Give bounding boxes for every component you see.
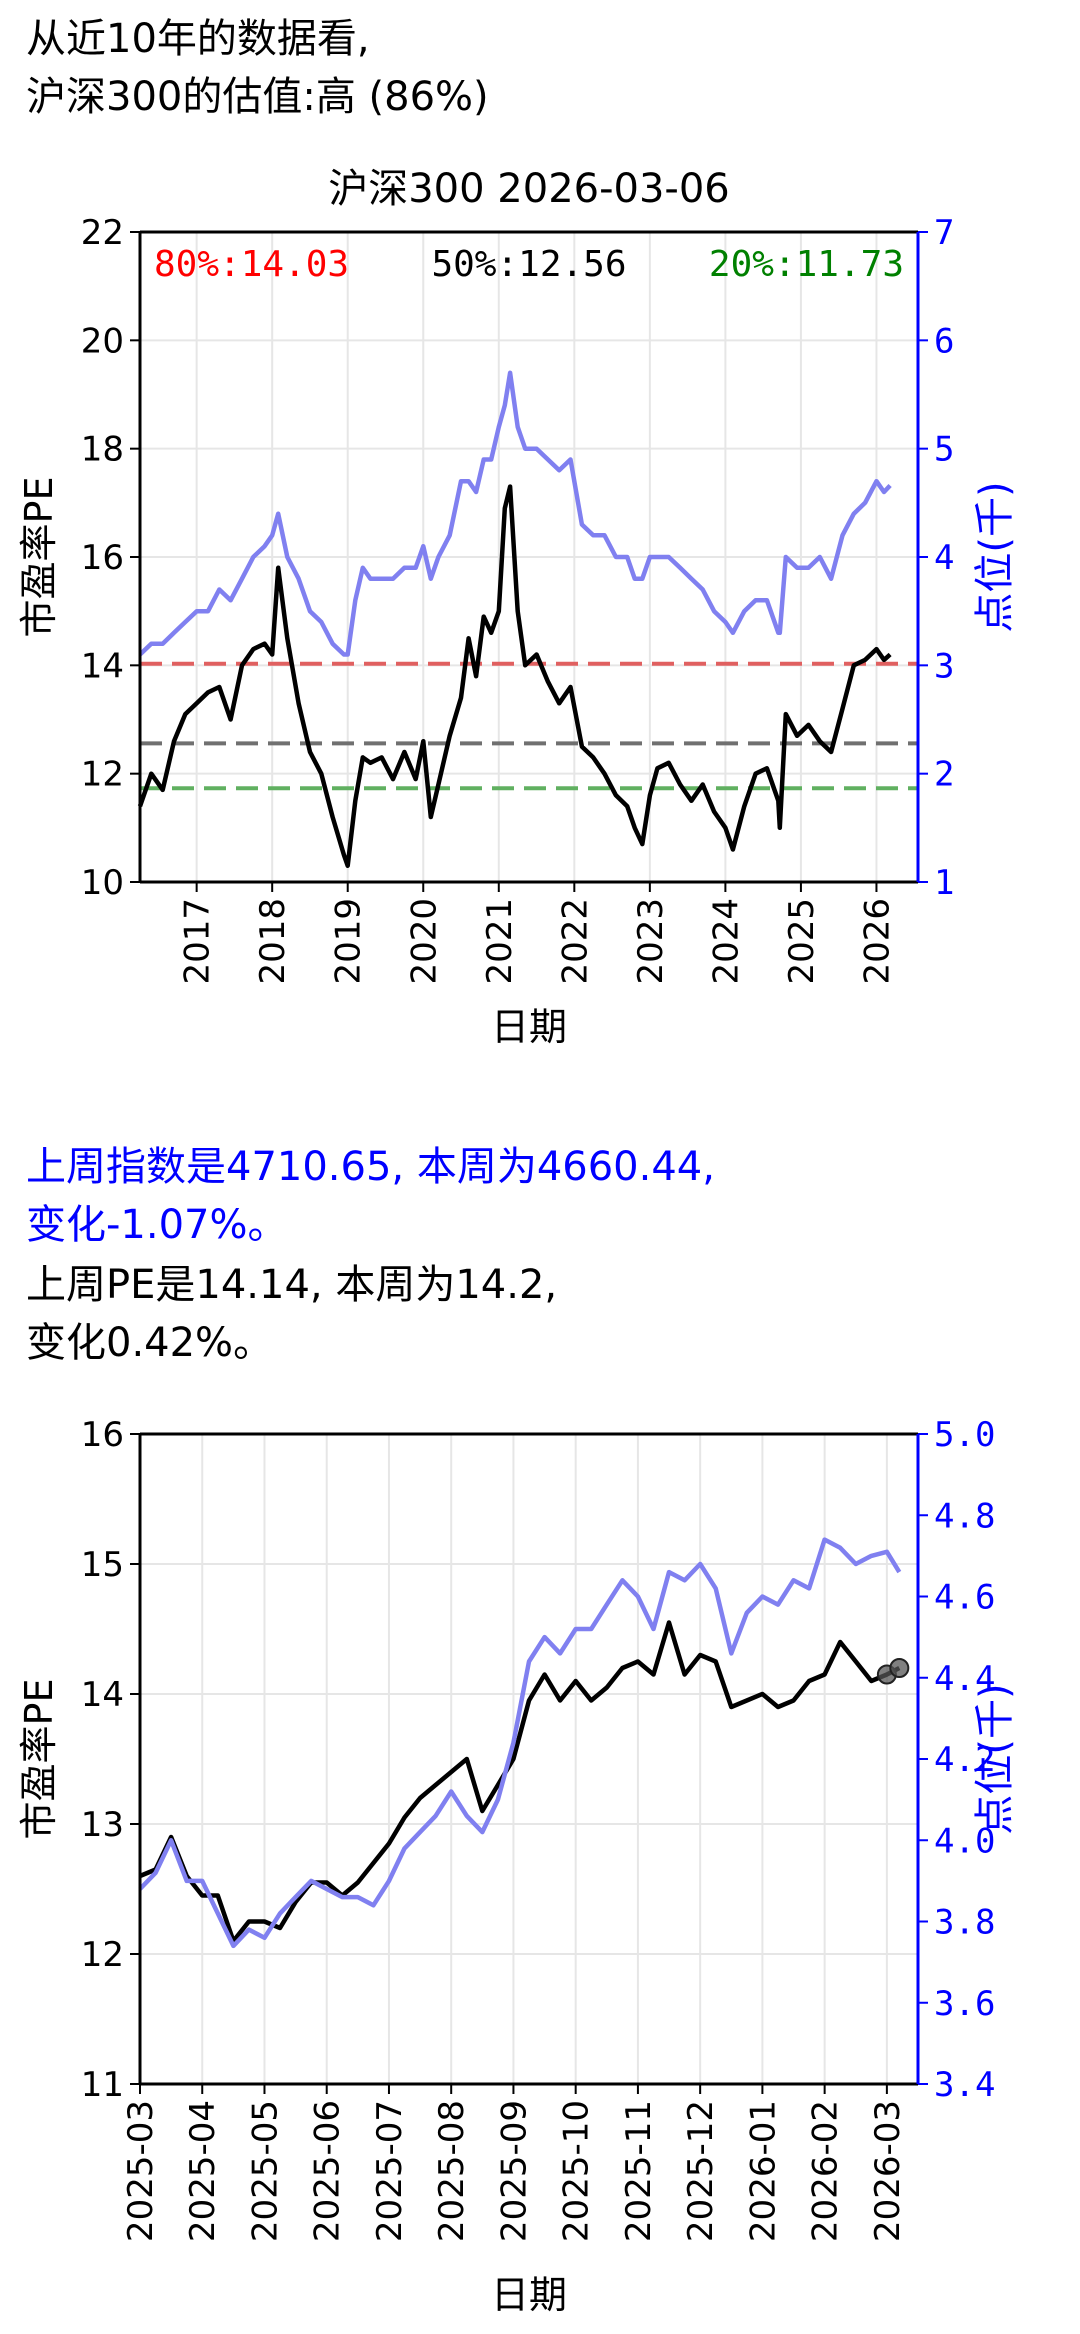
- y2-tick-label: 3.6: [934, 1984, 995, 2024]
- y2-tick-label: 5: [934, 430, 954, 470]
- y-tick-label: 12: [81, 755, 124, 795]
- y2-tick-label: 3.4: [934, 2065, 995, 2105]
- y2-tick-label: 3: [934, 646, 954, 686]
- x-tick-label: 2017: [178, 898, 218, 985]
- x-tick-label: 2025-10: [557, 2100, 597, 2242]
- x-tick-label: 2023: [631, 898, 671, 985]
- x-tick-label: 2025-08: [432, 2100, 472, 2242]
- x-tick-label: 2021: [480, 898, 520, 985]
- x-tick-label: 2022: [555, 898, 595, 985]
- x-tick-label: 2019: [329, 898, 369, 985]
- pe-summary-line-1: 上周PE是14.14, 本周为14.2,: [26, 1262, 558, 1308]
- pe-line: [139, 1620, 901, 1944]
- percentile-label: 50%:12.56: [431, 244, 626, 285]
- pe-marker: [889, 1658, 910, 1678]
- y2-tick-label: 4: [934, 538, 954, 578]
- x-tick-label: 2025-05: [245, 2100, 285, 2242]
- index-line: [138, 370, 892, 657]
- x-tick-label: 2025-07: [370, 2100, 410, 2242]
- y-tick-label: 10: [81, 863, 124, 903]
- x-tick-label: 2025-03: [121, 2100, 161, 2242]
- header-line-1: 从近10年的数据看,: [26, 16, 370, 62]
- x-tick-label: 2025-04: [183, 2100, 223, 2242]
- y2-axis-label: 点位(千): [972, 1683, 1018, 1834]
- index-line: [138, 1537, 902, 1949]
- y-tick-label: 11: [81, 2065, 124, 2105]
- y-tick-label: 12: [81, 1935, 124, 1975]
- y-tick-label: 14: [81, 1675, 124, 1715]
- percentile-label: 80%:14.03: [154, 244, 349, 285]
- x-tick-label: 2026-01: [743, 2100, 783, 2242]
- x-tick-label: 2025-11: [619, 2100, 659, 2242]
- y-tick-label: 15: [81, 1545, 124, 1585]
- x-tick-label: 2026-03: [868, 2100, 908, 2242]
- x-axis-label: 日期: [491, 2273, 567, 2317]
- y-tick-label: 22: [81, 213, 124, 253]
- index-summary-line-1: 上周指数是4710.65, 本周为4660.44,: [26, 1144, 715, 1190]
- y2-tick-label: 4.6: [934, 1578, 995, 1618]
- y-axis-label: 市盈率PE: [17, 1679, 61, 1840]
- pe-line: [137, 484, 892, 869]
- y2-tick-label: 1: [934, 863, 954, 903]
- y2-axis-label: 点位(千): [972, 481, 1018, 632]
- y-axis-label: 市盈率PE: [17, 477, 61, 638]
- y2-tick-label: 3.8: [934, 1903, 995, 1943]
- y2-tick-label: 6: [934, 321, 954, 361]
- x-tick-label: 2025-06: [308, 2100, 348, 2242]
- header-line-2: 沪深300的估值:高 (86%): [26, 74, 489, 120]
- y2-tick-label: 4.8: [934, 1496, 995, 1536]
- y-tick-label: 16: [81, 1415, 124, 1455]
- y2-tick-label: 2: [934, 755, 954, 795]
- x-tick-label: 2024: [706, 898, 746, 985]
- y2-tick-label: 4.4: [934, 1659, 995, 1699]
- x-tick-label: 2026-02: [806, 2100, 846, 2242]
- y2-tick-label: 4.0: [934, 1821, 995, 1861]
- y-tick-label: 16: [81, 538, 124, 578]
- y-tick-label: 13: [81, 1805, 124, 1845]
- pe-summary-line-2: 变化0.42%。: [26, 1320, 274, 1366]
- y-tick-label: 14: [81, 646, 124, 686]
- y-tick-label: 18: [81, 430, 124, 470]
- percentile-label: 20%:11.73: [709, 244, 904, 285]
- x-axis-label: 日期: [491, 1005, 567, 1049]
- chart-title: 沪深300 2026-03-06: [328, 166, 730, 212]
- x-tick-label: 2025-12: [681, 2100, 721, 2242]
- x-tick-label: 2025: [782, 898, 822, 985]
- y2-tick-label: 7: [934, 213, 954, 253]
- index-summary-line-2: 变化-1.07%。: [26, 1202, 288, 1248]
- y2-tick-label: 4.2: [934, 1740, 995, 1780]
- y-tick-label: 20: [81, 321, 124, 361]
- x-tick-label: 2025-09: [494, 2100, 534, 2242]
- x-tick-label: 2018: [253, 898, 293, 985]
- x-tick-label: 2026: [857, 898, 897, 985]
- x-tick-label: 2020: [404, 898, 444, 985]
- y2-tick-label: 5.0: [934, 1415, 995, 1455]
